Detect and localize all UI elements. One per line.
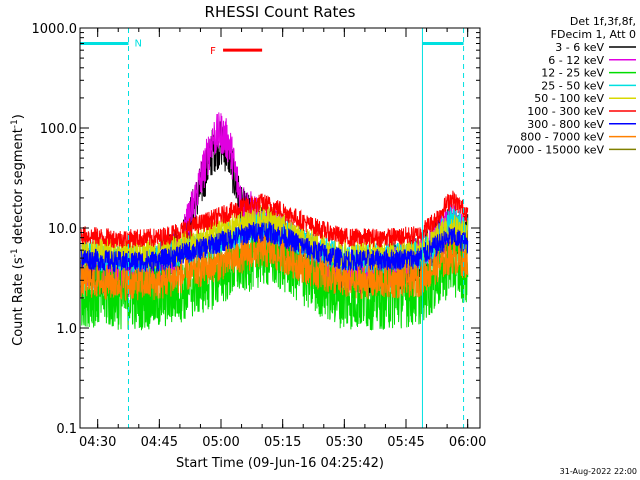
y-tick-label: 100.0	[40, 122, 77, 137]
legend-label-6-12-kev: 6 - 12 keV	[548, 54, 604, 67]
y-tick-label: 1000.0	[32, 22, 78, 37]
series-line-100-300-kev	[80, 190, 469, 249]
legend-label-300-800-kev: 300 - 800 keV	[527, 118, 604, 131]
legend-label-800-7000-kev: 800 - 7000 keV	[520, 131, 604, 144]
x-axis-label: Start Time (09-Jun-16 04:25:42)	[176, 456, 384, 471]
chart-title: RHESSI Count Rates	[205, 3, 356, 21]
night-mark-label: N	[135, 38, 142, 49]
legend-label-100-300-kev: 100 - 300 keV	[527, 105, 604, 118]
y-tick-label: 0.1	[56, 422, 77, 437]
x-tick-label: 05:45	[387, 435, 424, 450]
legend-header-line: FDecim 1, Att 0	[551, 28, 636, 41]
y-axis-label: Count Rate (s-1 detector segment-1)	[10, 114, 26, 346]
y-tick-label: 1.0	[56, 322, 77, 337]
legend-label-7000-15000-kev: 7000 - 15000 keV	[506, 143, 604, 156]
flare-mark-label: F	[210, 46, 216, 57]
y-axis-label-sup2: -1	[10, 119, 20, 128]
y-axis-label-mid: detector segment	[11, 128, 26, 248]
footer-date: 31-Aug-2022 22:00	[560, 467, 637, 476]
y-tick-label: 10.0	[48, 222, 77, 237]
x-tick-label: 06:00	[449, 435, 486, 450]
x-tick-label: 05:00	[202, 435, 239, 450]
x-tick-label: 05:15	[264, 435, 301, 450]
axes: 0.1 1.0 10.0 100.0 1000.0 04:30 04:45 05:00 05:1…	[32, 22, 487, 450]
y-axis-label-main: Count Rate (s	[11, 257, 26, 346]
legend-label-12-25-kev: 12 - 25 keV	[541, 67, 604, 80]
y-axis-label-sup1: -1	[10, 248, 20, 257]
y-axis-label-end: )	[11, 114, 26, 119]
x-tick-label: 05:30	[326, 435, 363, 450]
legend-label-3-6-kev: 3 - 6 keV	[555, 41, 604, 54]
series-line-300-800-kev	[80, 221, 469, 273]
legend-label-25-50-kev: 25 - 50 keV	[541, 79, 604, 92]
legend-header-line: Det 1f,3f,8f,	[570, 15, 636, 28]
x-tick-label: 04:30	[79, 435, 116, 450]
legend-label-50-100-kev: 50 - 100 keV	[534, 92, 604, 105]
x-tick-label: 04:45	[141, 435, 178, 450]
